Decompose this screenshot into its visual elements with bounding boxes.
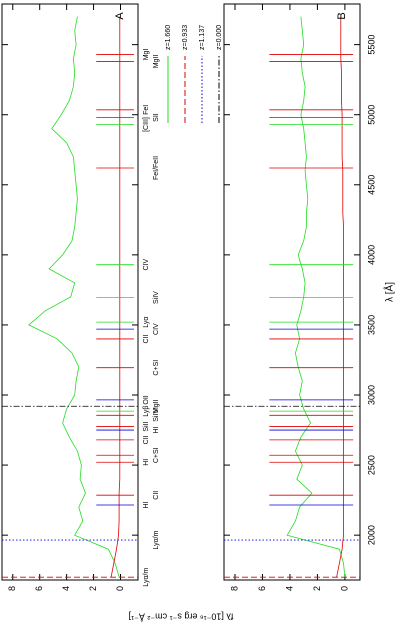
line-id-label: CII bbox=[153, 491, 160, 500]
x-tick-label: 3500 bbox=[366, 315, 376, 335]
panel-label: B bbox=[336, 12, 348, 19]
plot-frame bbox=[223, 3, 361, 581]
y-tick-label: 2 bbox=[312, 586, 322, 591]
line-id-label: FeI bbox=[143, 105, 150, 115]
y-tick-label: 6 bbox=[34, 586, 44, 591]
x-tick-label: 4000 bbox=[366, 245, 376, 265]
panel-label: A bbox=[114, 12, 126, 20]
y-tick-label: 2 bbox=[88, 586, 98, 591]
spectrum-line bbox=[336, 16, 344, 578]
line-id-label: MgII bbox=[153, 55, 160, 69]
x-tick-label: 2500 bbox=[366, 455, 376, 475]
line-id-label: FeI/FeII bbox=[153, 156, 160, 180]
spectrum-line bbox=[28, 16, 120, 578]
plot-frame bbox=[1, 3, 139, 581]
x-tick-label: 5500 bbox=[366, 35, 376, 55]
legend-label: z=1.660 bbox=[165, 25, 172, 50]
legend-label: z=1.137 bbox=[199, 25, 206, 50]
line-id-label: CII bbox=[143, 435, 150, 444]
line-id-label: HI bbox=[143, 501, 150, 508]
legend-label: z=0.000 bbox=[216, 25, 223, 50]
y-tick-label: 8 bbox=[229, 586, 239, 591]
x-axis-label: λ [Å] bbox=[383, 282, 396, 302]
y-axis-label: fλ [10⁻¹⁶ erg s⁻¹ cm⁻² Å⁻¹] bbox=[129, 612, 234, 622]
line-id-label: OII bbox=[143, 395, 150, 404]
line-id-label: SII bbox=[153, 113, 160, 122]
spectrum-line bbox=[110, 16, 121, 578]
line-id-label: Lyα bbox=[143, 317, 150, 328]
y-tick-label: 0 bbox=[339, 586, 349, 591]
y-tick-label: 8 bbox=[7, 586, 17, 591]
line-id-label: Lyβ bbox=[143, 406, 150, 417]
y-tick-label: 6 bbox=[257, 586, 267, 591]
line-id-label: SiIV bbox=[153, 409, 160, 422]
legend-label: z=0.933 bbox=[182, 25, 189, 50]
line-id-label: HI bbox=[143, 459, 150, 466]
y-tick-label: 4 bbox=[284, 586, 294, 591]
line-id-label: CIV bbox=[153, 323, 160, 335]
line-id-label: [CIII] bbox=[143, 117, 150, 132]
line-id-label: SiII bbox=[143, 421, 150, 431]
line-id-label: Lyα/m bbox=[143, 568, 150, 587]
line-id-label: C+SI bbox=[153, 447, 160, 463]
y-tick-label: 0 bbox=[115, 586, 125, 591]
line-id-label: CIV bbox=[143, 259, 150, 271]
line-id-label: SiIV bbox=[153, 291, 160, 304]
line-id-label: HI bbox=[153, 426, 160, 433]
y-tick-label: 4 bbox=[61, 586, 71, 591]
x-tick-label: 2000 bbox=[366, 525, 376, 545]
line-id-label: C+SI bbox=[153, 360, 160, 376]
line-id-label: Lyα/m bbox=[153, 530, 160, 549]
line-id-label: MgII bbox=[153, 399, 160, 413]
spectrum-line bbox=[286, 16, 346, 578]
x-tick-label: 3000 bbox=[366, 385, 376, 405]
x-tick-label: 5000 bbox=[366, 105, 376, 125]
line-id-label: MgI bbox=[143, 49, 150, 61]
x-tick-label: 4500 bbox=[366, 175, 376, 195]
line-id-label: CII bbox=[143, 334, 150, 343]
rotated-figure: 0 2 4 6 8 Afλ [10⁻¹⁶ erg s⁻¹ cm⁻² Å⁻¹] 0 2 4 6 8 20… bbox=[1, 3, 396, 622]
